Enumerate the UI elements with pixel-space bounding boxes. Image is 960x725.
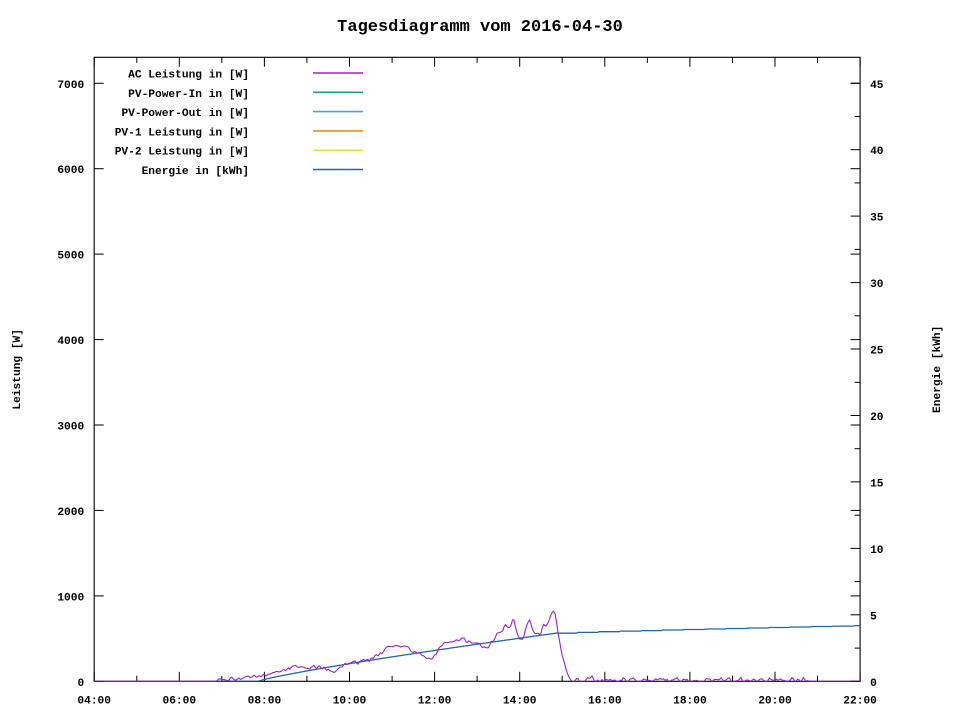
svg-text:18:00: 18:00 [673, 695, 707, 707]
svg-text:6000: 6000 [57, 165, 84, 177]
svg-text:20:00: 20:00 [758, 695, 792, 707]
svg-text:06:00: 06:00 [163, 695, 197, 707]
svg-text:12:00: 12:00 [418, 695, 452, 707]
svg-text:08:00: 08:00 [248, 695, 282, 707]
svg-text:Energie in [kWh]: Energie in [kWh] [142, 166, 249, 178]
svg-text:PV-Power-In in [W]: PV-Power-In in [W] [128, 89, 249, 101]
svg-text:30: 30 [870, 279, 884, 291]
svg-text:0: 0 [870, 678, 877, 690]
svg-text:1000: 1000 [57, 592, 84, 604]
svg-text:15: 15 [870, 478, 884, 490]
svg-text:04:00: 04:00 [77, 695, 111, 707]
svg-text:Leistung [W]: Leistung [W] [12, 329, 24, 410]
svg-text:2000: 2000 [57, 507, 84, 519]
svg-text:5: 5 [870, 611, 877, 623]
svg-text:7000: 7000 [57, 80, 84, 92]
svg-text:16:00: 16:00 [588, 695, 622, 707]
svg-text:10: 10 [870, 545, 884, 557]
svg-text:Tagesdiagramm vom 2016-04-30: Tagesdiagramm vom 2016-04-30 [337, 18, 623, 37]
svg-text:3000: 3000 [57, 422, 84, 434]
svg-text:0: 0 [77, 678, 84, 690]
svg-text:25: 25 [870, 346, 884, 358]
svg-text:AC Leistung in [W]: AC Leistung in [W] [128, 70, 249, 82]
svg-text:5000: 5000 [57, 251, 84, 263]
svg-text:Energie [kWh]: Energie [kWh] [932, 326, 944, 413]
svg-text:PV-2 Leistung in [W]: PV-2 Leistung in [W] [115, 147, 249, 159]
svg-text:45: 45 [870, 80, 884, 92]
svg-text:40: 40 [870, 146, 884, 158]
svg-text:PV-1 Leistung in [W]: PV-1 Leistung in [W] [115, 127, 249, 139]
svg-text:10:00: 10:00 [333, 695, 367, 707]
svg-text:4000: 4000 [57, 336, 84, 348]
svg-text:PV-Power-Out in [W]: PV-Power-Out in [W] [121, 108, 249, 120]
svg-text:35: 35 [870, 213, 884, 225]
svg-text:20: 20 [870, 412, 884, 424]
svg-text:14:00: 14:00 [503, 695, 537, 707]
svg-text:22:00: 22:00 [843, 695, 877, 707]
